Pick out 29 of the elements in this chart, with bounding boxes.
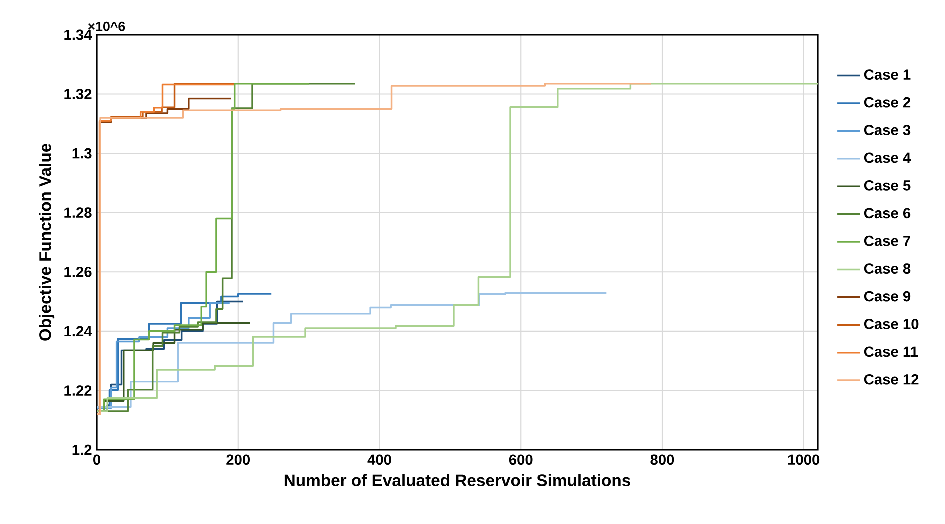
legend-label: Case 3 — [864, 125, 911, 136]
legend-label: Case 9 — [864, 291, 911, 302]
legend-label: Case 4 — [864, 152, 912, 164]
y-tick-label: 1.34 — [64, 30, 92, 40]
legend-label: Case 12 — [864, 374, 919, 385]
x-tick-label: 800 — [650, 454, 674, 466]
x-tick-label: 600 — [509, 454, 533, 466]
x-tick-label: 200 — [226, 454, 250, 466]
y-tick-label: 1.2 — [72, 444, 92, 456]
x-tick-label: 0 — [94, 454, 100, 466]
legend-label: Case 6 — [864, 208, 911, 219]
x-tick-label: 400 — [368, 454, 392, 466]
legend-label: Case 7 — [864, 236, 910, 246]
text: ×10^6 — [88, 22, 126, 32]
y-axis-title: Objective Function Value — [39, 144, 55, 341]
y-tick-label: 1.22 — [64, 386, 92, 396]
legend-label: Case 2 — [864, 97, 911, 108]
y-tick-label: 1.24 — [64, 326, 92, 337]
legend-label: Case 10 — [864, 319, 919, 330]
y-tick-label: 1.3 — [72, 148, 92, 159]
y-tick-label: 1.32 — [64, 89, 92, 100]
x-tick-label: 1000 — [788, 454, 820, 466]
y-tick-label: 1.28 — [64, 208, 92, 218]
legend-label: Case 1 — [864, 70, 911, 80]
y-tick-label: 1.26 — [64, 266, 92, 278]
legend-label: Case 11 — [864, 346, 918, 358]
legend-label: Case 5 — [864, 180, 911, 191]
x-axis-title: Number of Evaluated Reservoir Simulations — [284, 474, 630, 486]
legend-label: Case 8 — [864, 264, 911, 274]
